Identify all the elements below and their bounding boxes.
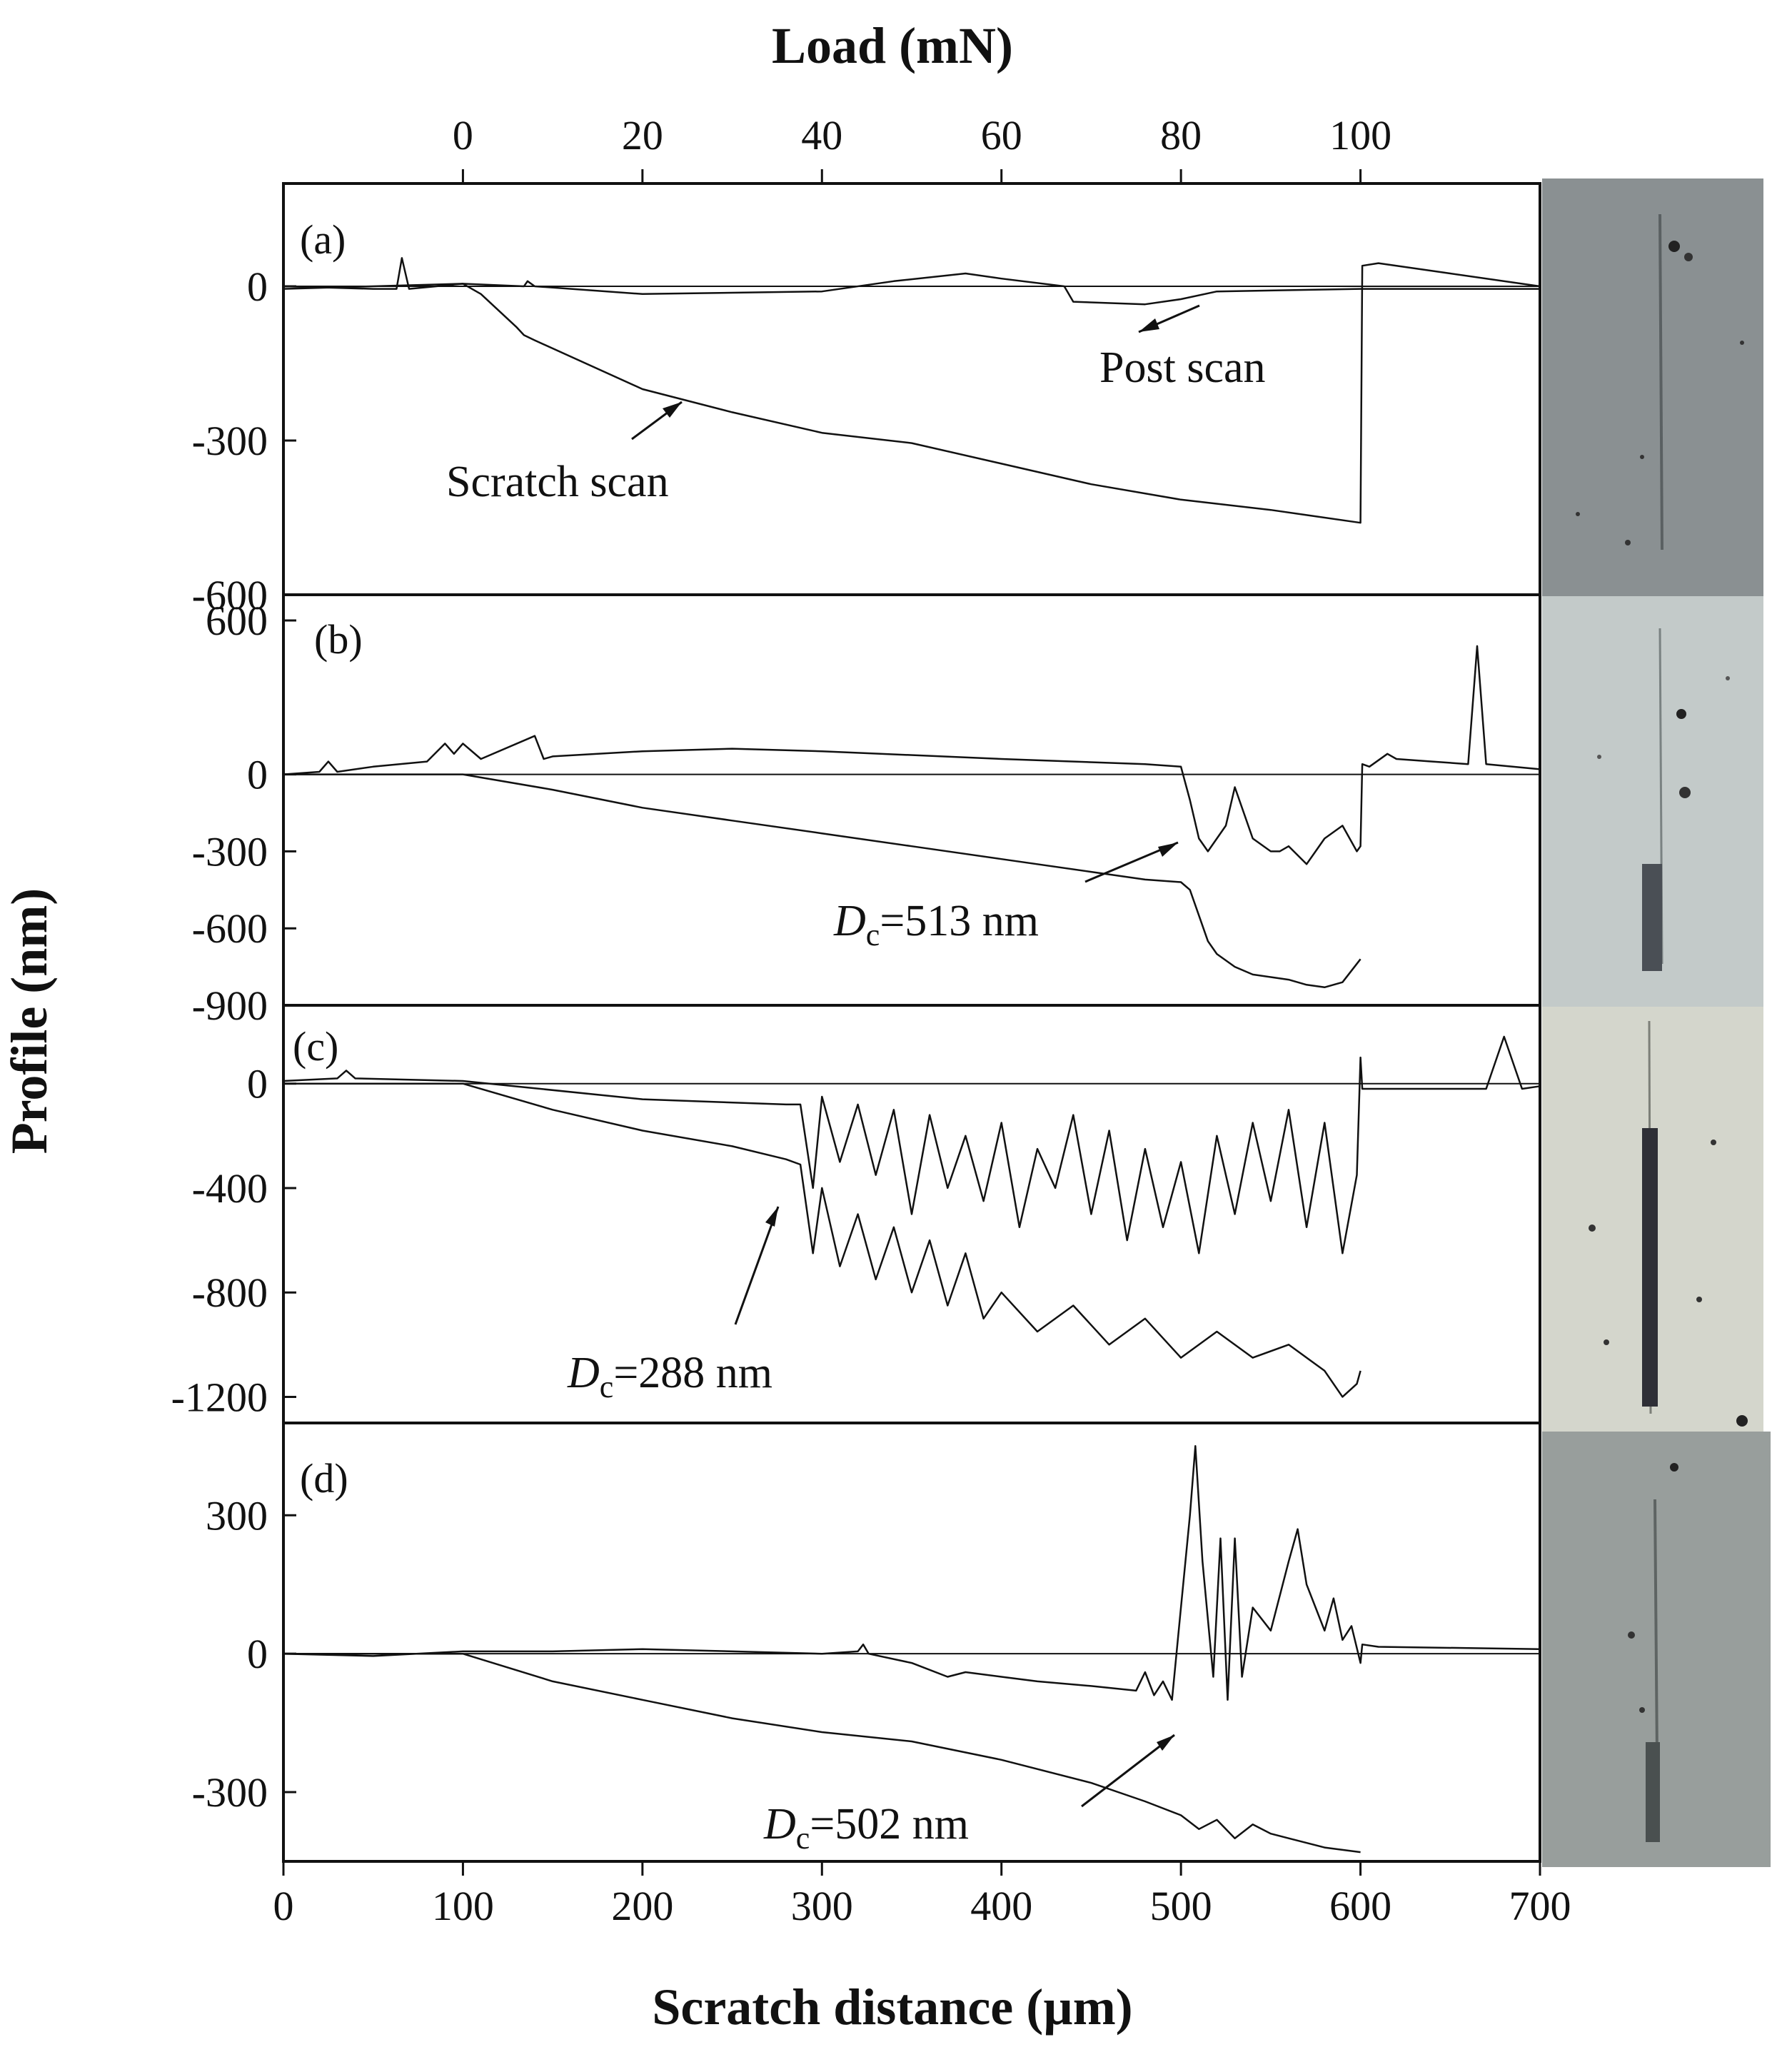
annotation-dc-d: Dc=502 nm [763,1734,1175,1856]
panel-label-b: (b) [314,616,363,663]
ytick-label-b: -300 [192,828,268,875]
ytick-label-b: -600 [192,905,268,952]
panel-label-a: (a) [300,216,346,263]
top-tick-label: 80 [1160,112,1202,159]
ytick-label-c: -800 [192,1269,268,1316]
annotation-scratch-scan: Scratch scan [446,401,683,506]
xtick-label: 200 [611,1883,673,1929]
xtick-label: 300 [791,1883,853,1929]
annotation-dc-c: Dc=288 nm [567,1206,780,1404]
micrograph-d [1542,1432,1771,1867]
top-tick-label: 100 [1329,112,1391,159]
ytick-label-d: 0 [247,1631,268,1677]
svg-text:Dc=502 nm: Dc=502 nm [763,1800,969,1856]
svg-text:Scratch scan: Scratch scan [446,458,669,506]
top-tick-label: 60 [981,112,1022,159]
xtick-label: 100 [432,1883,494,1929]
xtick-label: 400 [970,1883,1032,1929]
series-line-c-2 [283,1082,1361,1398]
micrograph-a [1542,178,1763,596]
annotation-dc-b: Dc=513 nm [833,841,1179,952]
ytick-label-c: -1200 [171,1374,268,1420]
svg-text:Post scan: Post scan [1099,343,1266,392]
series-line-a-1 [283,257,1541,524]
ytick-label-b: -900 [192,982,268,1029]
ytick-label-b: 600 [206,598,268,644]
svg-text:Dc=288 nm: Dc=288 nm [567,1349,772,1404]
series-line-d-1 [283,1445,1541,1701]
micrograph-c [1542,1007,1763,1432]
ytick-label-a: -600 [192,572,268,618]
xtick-label: 600 [1329,1883,1391,1929]
ytick-label-c: 0 [247,1061,268,1107]
top-tick-label: 40 [801,112,842,159]
series-line-b-2 [283,773,1361,989]
panel-label-d: (d) [300,1455,348,1502]
top-axis-title: Load (mN) [772,17,1013,74]
ytick-label-a: 0 [247,263,268,310]
ytick-label-d: -300 [192,1769,268,1816]
series-line-c-1 [283,1035,1541,1254]
panel-label-c: (c) [293,1023,338,1070]
panel-frame-a [282,182,1541,596]
xtick-label: 500 [1150,1883,1212,1929]
svg-text:Dc=513 nm: Dc=513 nm [833,897,1039,952]
x-axis-title: Scratch distance (µm) [652,1978,1132,2036]
top-tick-label: 0 [453,112,473,159]
xtick-label: 0 [273,1883,294,1929]
panel-frame-d [282,1422,1541,1863]
ytick-label-c: -400 [192,1165,268,1212]
top-tick-label: 20 [622,112,663,159]
y-axis-title: Profile (nm) [1,888,58,1155]
series-line-b-1 [283,645,1541,865]
series-line-a-2 [283,272,1540,306]
micrograph-b [1542,596,1763,1007]
ytick-label-b: 0 [247,752,268,798]
ytick-label-a: -300 [192,418,268,464]
ytick-label-d: 300 [206,1492,268,1539]
annotation-post-scan: Post scan [1099,304,1266,392]
xtick-label: 700 [1509,1883,1571,1929]
series-line-d-2 [283,1652,1361,1854]
